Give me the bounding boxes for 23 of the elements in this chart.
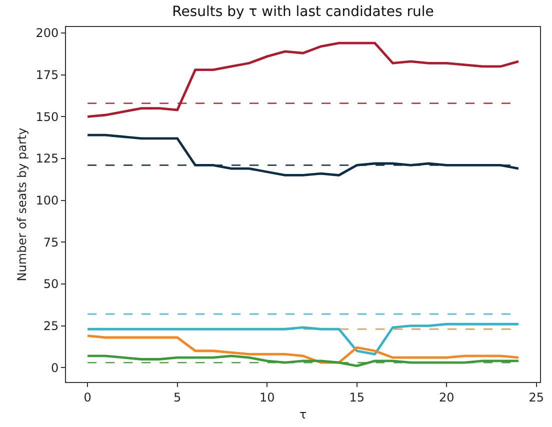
y-tick-label: 200 [36, 26, 59, 40]
y-axis-title: Number of seats by party [14, 128, 29, 282]
y-tick-label: 100 [36, 194, 59, 208]
x-tick-label: 10 [259, 390, 275, 404]
x-axis-title: τ [299, 407, 307, 422]
y-tick-label: 175 [36, 68, 59, 82]
y-tick-label: 0 [50, 360, 59, 375]
line-series [86, 134, 520, 176]
line-series [86, 354, 520, 368]
line-series [86, 322, 520, 356]
y-tick-label: 125 [36, 152, 59, 166]
x-tick-label: 15 [349, 390, 364, 404]
line-series [86, 42, 520, 118]
line-series [86, 334, 520, 364]
y-tick-label: 75 [43, 235, 59, 250]
x-tick-label: 0 [84, 390, 92, 404]
y-tick-label: 25 [43, 318, 59, 333]
y-tick-label: 150 [36, 110, 59, 124]
x-tick-label: 20 [439, 390, 454, 404]
chart-title: Results by τ with last candidates rule [172, 4, 434, 20]
x-tick-label: 25 [528, 390, 544, 404]
x-tick-label: 5 [174, 390, 182, 404]
y-tick-label: 50 [43, 277, 59, 292]
